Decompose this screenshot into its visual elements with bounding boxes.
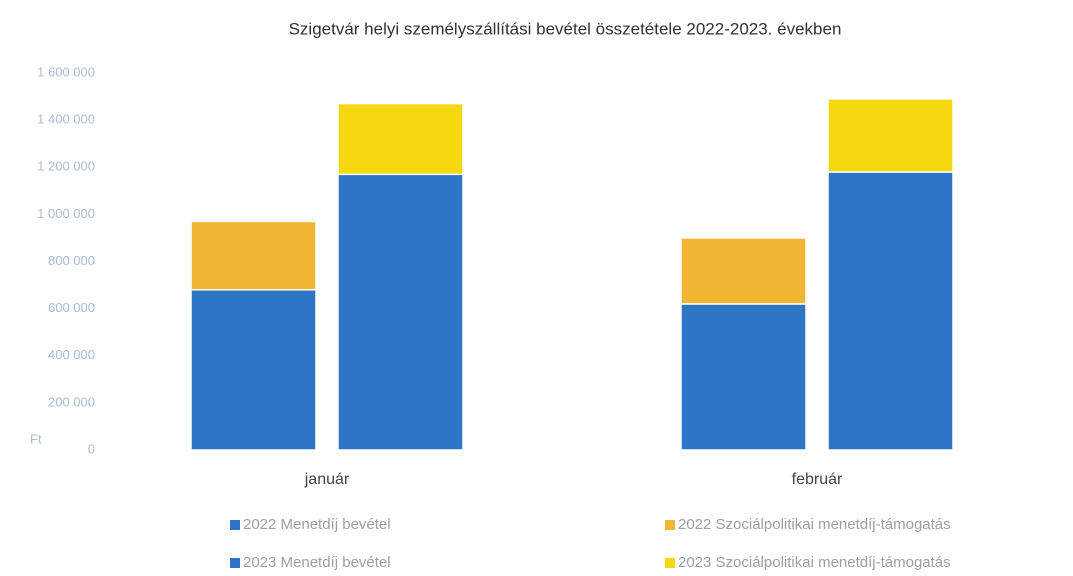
legend-label: 2023 Menetdíj bevétel (243, 554, 391, 571)
legend-label: 2022 Menetdíj bevétel (243, 516, 391, 533)
legend-swatch (665, 558, 675, 568)
legend-swatch (665, 520, 675, 530)
y-tick-label: 1 200 000 (37, 159, 95, 174)
x-tick-label: január (304, 471, 350, 488)
y-tick-label: 600 000 (48, 300, 95, 315)
bar-segment (337, 173, 464, 451)
bar-segment (337, 102, 464, 176)
bar-segment (190, 220, 317, 291)
bar-segment (190, 289, 317, 451)
y-tick-label: 1 600 000 (37, 64, 95, 79)
y-tick-label: 1 000 000 (37, 206, 95, 221)
y-tick-label: 1 400 000 (37, 112, 95, 127)
chart-title: Szigetvár helyi személyszállítási bevéte… (289, 19, 842, 38)
y-tick-label: 0 (88, 441, 95, 456)
y-tick-label: 400 000 (48, 347, 95, 362)
bar-segment (680, 237, 807, 305)
x-tick-label: február (792, 471, 843, 488)
legend-label: 2022 Szociálpolitikai menetdíj-támogatás (678, 516, 951, 533)
bar-segment (827, 98, 954, 173)
y-axis-label: Ft (30, 431, 42, 446)
bar-segment (827, 171, 954, 451)
legend-label: 2023 Szociálpolitikai menetdíj-támogatás (678, 554, 951, 571)
y-tick-label: 800 000 (48, 253, 95, 268)
y-tick-label: 200 000 (48, 394, 95, 409)
legend-swatch (230, 558, 240, 568)
bar-segment (680, 303, 807, 451)
legend-swatch (230, 520, 240, 530)
